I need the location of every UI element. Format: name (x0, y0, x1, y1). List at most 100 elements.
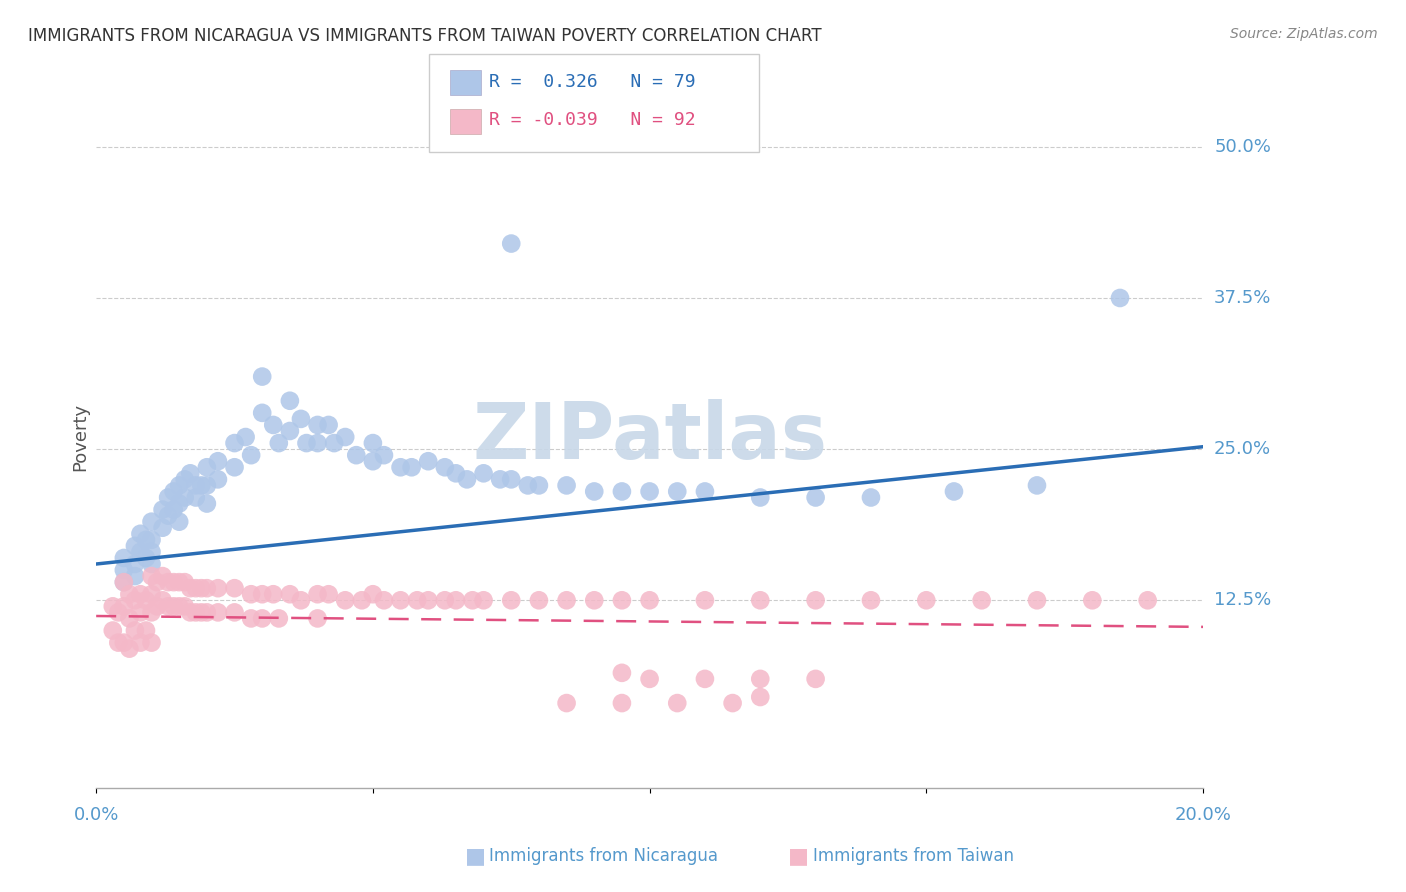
Point (195, 497, 218, 511)
Point (749, 593, 772, 607)
Point (610, 484, 633, 499)
Point (173, 491, 195, 505)
Point (118, 641, 141, 656)
Point (472, 593, 495, 607)
Point (207, 581, 229, 595)
Point (583, 484, 606, 499)
Point (152, 569, 174, 583)
Point (112, 635, 135, 649)
Point (129, 545, 152, 559)
Point (749, 491, 772, 505)
Point (240, 611, 263, 625)
Point (167, 478, 190, 492)
Text: 25.0%: 25.0% (1215, 440, 1271, 458)
Point (129, 526, 152, 541)
Point (749, 690, 772, 704)
Point (859, 491, 882, 505)
Point (693, 672, 716, 686)
Point (344, 448, 367, 462)
Point (163, 599, 186, 614)
Point (638, 593, 661, 607)
Point (418, 593, 440, 607)
Text: 12.5%: 12.5% (1215, 591, 1271, 609)
Point (124, 569, 146, 583)
Point (240, 587, 263, 601)
Text: ZIPatlas: ZIPatlas (472, 399, 827, 475)
Point (335, 430, 357, 444)
Point (638, 672, 661, 686)
Point (610, 696, 633, 710)
Text: ■: ■ (789, 847, 808, 866)
Point (444, 467, 467, 481)
Point (1081, 593, 1104, 607)
Text: R =  0.326   N = 79: R = 0.326 N = 79 (489, 73, 696, 91)
Point (179, 581, 201, 595)
Point (173, 599, 195, 614)
Point (1026, 593, 1049, 607)
Point (250, 369, 273, 384)
Point (167, 599, 190, 614)
Point (129, 587, 152, 601)
Text: Immigrants from Taiwan: Immigrants from Taiwan (813, 847, 1014, 865)
Point (184, 581, 207, 595)
Point (290, 593, 312, 607)
Point (389, 460, 412, 475)
Point (135, 533, 157, 547)
Point (638, 484, 661, 499)
Point (278, 587, 301, 601)
Point (224, 581, 246, 595)
Point (190, 606, 212, 620)
Point (107, 635, 129, 649)
Point (167, 515, 190, 529)
Point (433, 460, 456, 475)
Text: 0.0%: 0.0% (73, 805, 120, 824)
Point (250, 611, 273, 625)
Point (141, 587, 163, 601)
Point (240, 448, 263, 462)
Point (262, 417, 284, 432)
Point (472, 467, 495, 481)
Point (693, 593, 716, 607)
Point (693, 484, 716, 499)
Point (141, 515, 163, 529)
Point (501, 236, 523, 251)
Point (361, 436, 384, 450)
Point (361, 587, 384, 601)
Point (163, 484, 186, 499)
Point (516, 478, 538, 492)
Point (163, 575, 186, 590)
Point (195, 606, 218, 620)
Point (157, 508, 180, 523)
Point (179, 467, 201, 481)
Point (666, 484, 689, 499)
Point (555, 696, 578, 710)
Point (101, 624, 124, 638)
Point (141, 635, 163, 649)
Text: R = -0.039   N = 92: R = -0.039 N = 92 (489, 112, 696, 129)
Point (307, 417, 329, 432)
Point (1136, 593, 1159, 607)
Point (401, 460, 423, 475)
Point (859, 593, 882, 607)
Point (146, 599, 169, 614)
Text: 37.5%: 37.5% (1215, 289, 1271, 307)
Point (318, 587, 340, 601)
Point (1026, 478, 1049, 492)
Point (278, 424, 301, 438)
Point (124, 539, 146, 553)
Point (112, 575, 135, 590)
Point (583, 593, 606, 607)
Point (207, 472, 229, 486)
Point (307, 587, 329, 601)
Point (118, 587, 141, 601)
Point (250, 587, 273, 601)
Point (224, 606, 246, 620)
Point (278, 393, 301, 408)
Text: 50.0%: 50.0% (1215, 138, 1271, 156)
Point (361, 454, 384, 468)
Y-axis label: Poverty: Poverty (72, 403, 89, 471)
Point (456, 472, 478, 486)
Point (262, 587, 284, 601)
Point (129, 606, 152, 620)
Point (190, 478, 212, 492)
